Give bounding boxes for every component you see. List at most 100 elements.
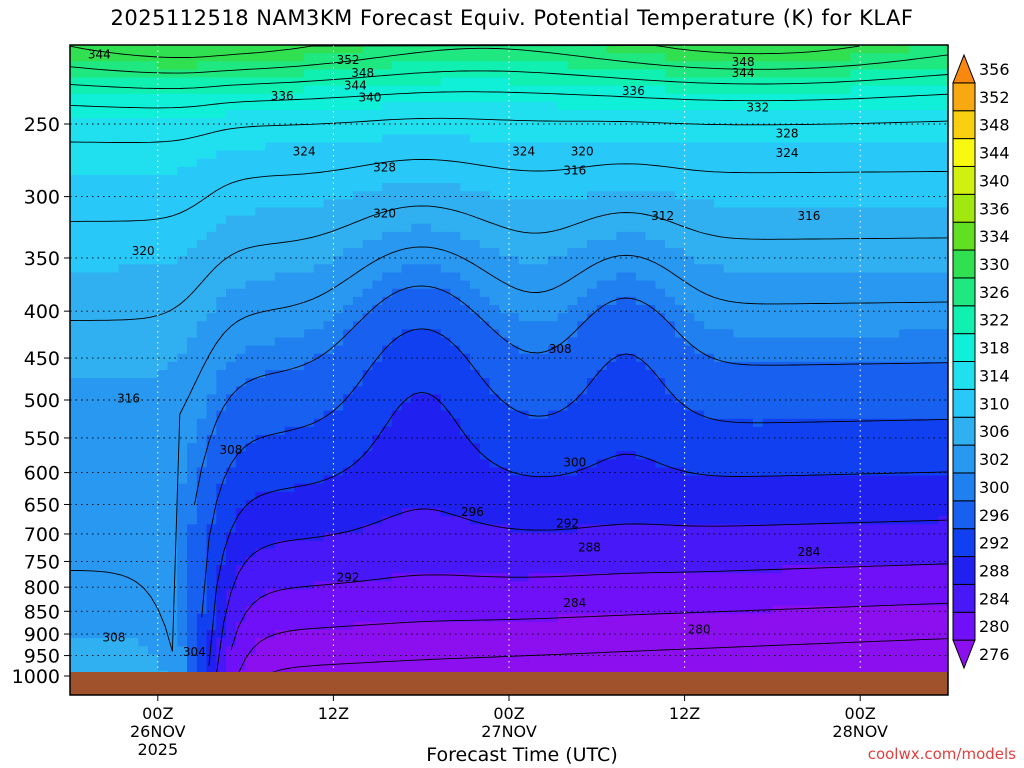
colorbar-swatch [952,500,976,530]
contour-label: 292 [337,571,360,585]
colorbar-swatch [952,249,976,279]
colorbar-label: 318 [979,339,1010,358]
colorbar-swatch [952,138,976,167]
colorbar-label: 310 [979,394,1010,413]
colorbar: 276 280 284 288 292 296 300 302 306 310 314 318 322 3… [952,53,1010,670]
x-tick-label: 12Z [669,704,700,723]
x-tick-label: 00Z [845,704,876,723]
y-tick-label: 500 [24,390,60,412]
colorbar-label: 322 [979,311,1010,330]
x-tick-label: 2025 [137,740,178,759]
contour-label: 320 [571,145,594,159]
contour-lines [70,45,948,676]
colorbar-label: 292 [979,534,1010,553]
colorbar-label: 344 [979,144,1010,163]
contour-label: 280 [688,623,711,637]
colorbar-swatch [952,193,976,223]
contour-label: 300 [563,456,586,470]
contour-label: 348 [351,66,374,80]
y-tick-label: 450 [24,348,60,370]
contour-labels: 344 3523483443403363483443363323283243243… [88,48,821,660]
colorbar-swatch [952,165,976,195]
y-tick-label: 650 [24,494,60,516]
colorbar-swatch [952,221,976,251]
contour-label: 316 [117,391,140,405]
contour-label: 296 [461,505,484,519]
x-tick-label: 00Z [142,704,173,723]
contour-label: 324 [512,145,535,159]
contour-label: 292 [556,517,579,531]
contour-label: 308 [102,631,125,645]
heatmap-field [70,45,948,695]
contour-label: 352 [337,53,360,67]
colorbar-swatch [952,305,976,335]
colorbar-label: 352 [979,88,1010,107]
contour-label: 336 [271,89,294,103]
colorbar-label: 302 [979,450,1010,469]
contour-label: 304 [183,645,206,659]
colorbar-swatch [952,611,976,641]
contour-label: 344 [344,79,367,93]
contour-label: 320 [373,206,396,220]
colorbar-label: 336 [979,199,1010,218]
contour-label: 324 [776,146,799,160]
x-tick-label: 28NOV [832,722,888,741]
contour-label: 308 [549,342,572,356]
y-tick-label: 900 [24,624,60,646]
colorbar-label: 306 [979,422,1010,441]
contour-label: 340 [359,91,382,105]
colorbar-swatch [952,472,976,502]
colorbar-label: 356 [979,60,1010,79]
colorbar-swatch [952,82,976,112]
contour-label: 316 [563,164,586,178]
colorbar-swatch [952,53,976,84]
y-tick-label: 750 [24,551,60,573]
y-tick-label: 950 [24,646,60,668]
y-axis: 2503003504004505005506006507007508008509… [12,114,70,688]
y-tick-label: 850 [24,601,60,623]
colorbar-label: 288 [979,561,1010,580]
colorbar-label: 284 [979,589,1010,608]
colorbar-label: 340 [979,171,1010,190]
colorbar-label: 296 [979,506,1010,525]
y-tick-label: 400 [24,301,60,323]
contour-label: 308 [220,443,243,457]
credit-text: coolwx.com/models [867,745,1016,763]
y-tick-label: 1000 [12,666,60,688]
colorbar-swatch [952,444,976,474]
contour-label: 348 [732,55,755,69]
colorbar-swatch [952,556,976,585]
contour-label: 288 [578,540,601,554]
colorbar-swatch [952,639,976,670]
contour-label: 328 [776,126,799,140]
y-tick-label: 250 [24,114,60,136]
colorbar-label: 300 [979,478,1010,497]
contour-label: 336 [622,84,645,98]
x-tick-label: 00Z [493,704,524,723]
grid-lines [70,45,948,695]
chart-title: 2025112518 NAM3KM Forecast Equiv. Potent… [110,6,914,30]
contour-label: 324 [293,145,316,159]
colorbar-label: 334 [979,227,1010,246]
colorbar-label: 348 [979,116,1010,135]
colorbar-swatch [952,388,976,418]
ground-fill [70,672,948,695]
colorbar-swatch [952,528,976,558]
y-tick-label: 350 [24,248,60,270]
colorbar-swatch [952,583,976,613]
colorbar-label: 326 [979,283,1010,302]
contour-label: 284 [563,596,586,610]
contour-label: 328 [373,161,396,175]
x-tick-label: 26NOV [130,722,186,741]
colorbar-swatch [952,333,976,362]
contour-label: 344 [88,48,111,62]
colorbar-label: 314 [979,366,1010,385]
y-tick-label: 550 [24,428,60,450]
x-axis-label: Forecast Time (UTC) [426,744,618,766]
colorbar-swatch [952,361,976,390]
colorbar-swatch [952,416,976,446]
y-tick-label: 800 [24,577,60,599]
contour-label: 284 [798,545,821,559]
